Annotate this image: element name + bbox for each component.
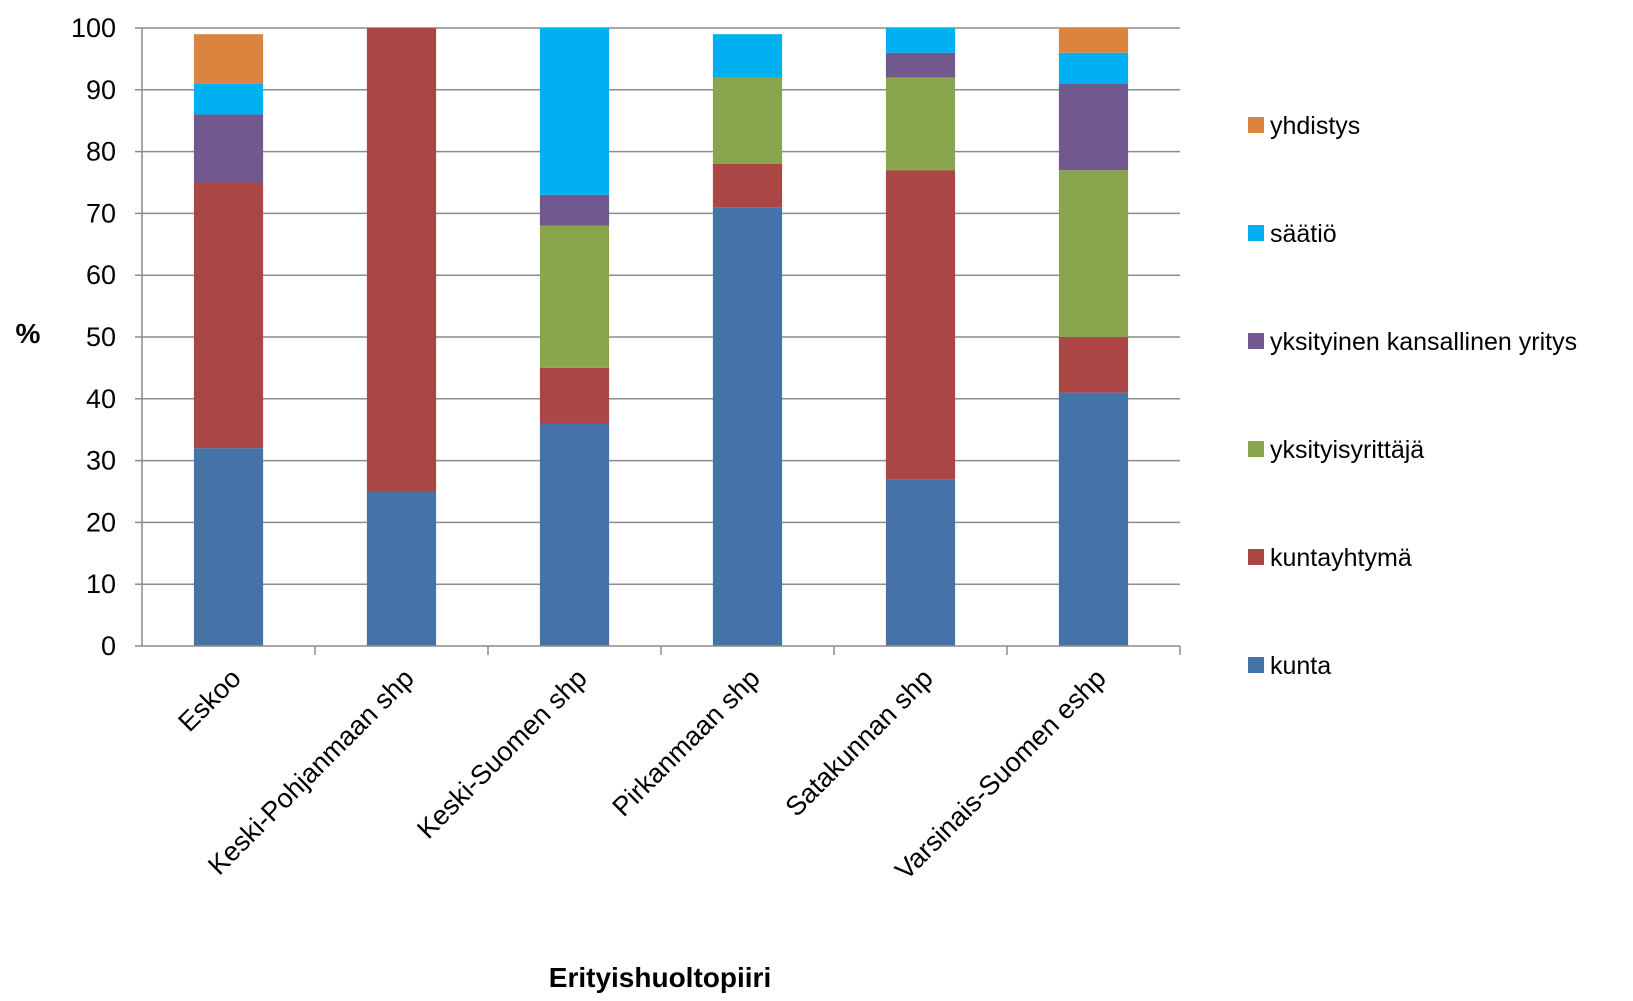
y-tick-label: 10 (86, 569, 116, 599)
bar-segment (1058, 392, 1129, 646)
bar-segment (1058, 28, 1129, 53)
bar-segment (539, 367, 610, 424)
y-tick-label: 20 (86, 507, 116, 537)
legend-swatch (1248, 441, 1264, 457)
legend: yhdistys säätiö yksityinen kansallinen yri… (1248, 112, 1577, 680)
y-axis-title: % (16, 318, 41, 349)
bar-segment (1058, 170, 1129, 337)
x-tick-label: Eskoo (172, 663, 246, 737)
bar-segment (193, 83, 264, 115)
y-tick-label: 40 (86, 384, 116, 414)
y-tick-label: 70 (86, 198, 116, 228)
bar-segment (712, 207, 783, 646)
legend-swatch (1248, 117, 1264, 133)
y-tick-label: 60 (86, 260, 116, 290)
y-tick-label: 30 (86, 446, 116, 476)
bar-segment (539, 28, 610, 195)
bar-segment (885, 170, 956, 480)
bar-segment (1058, 52, 1129, 84)
legend-swatch (1248, 333, 1264, 349)
bar-segment (885, 28, 956, 53)
bar-segment (366, 28, 437, 492)
bar-segment (539, 225, 610, 368)
bar-segment (885, 77, 956, 171)
legend-swatch (1248, 225, 1264, 241)
legend-label: säätiö (1270, 220, 1337, 248)
y-tick-label: 50 (86, 322, 116, 352)
bar-segment (885, 52, 956, 78)
x-tick-label: Pirkanmaan shp (607, 663, 766, 822)
bar-segment (193, 182, 264, 449)
bar-segment (366, 491, 437, 646)
y-tick-label: 0 (101, 631, 116, 661)
bar-segment (1058, 83, 1129, 171)
legend-label: kuntayhtymä (1270, 544, 1412, 572)
legend-label: yksityisyrittäjä (1270, 436, 1424, 464)
bar-segment (539, 194, 610, 226)
bar-segment (712, 34, 783, 78)
bar-segment (712, 163, 783, 208)
bars (193, 28, 1129, 646)
bar-segment (885, 479, 956, 646)
legend-label: yksityinen kansallinen yritys (1270, 328, 1577, 356)
bar-segment (539, 423, 610, 646)
y-tick-label: 100 (71, 13, 116, 43)
bar-segment (193, 34, 264, 84)
legend-label: kunta (1270, 652, 1331, 680)
y-tick-label: 90 (86, 75, 116, 105)
bar-segment (193, 114, 264, 183)
y-tick-label: 80 (86, 137, 116, 167)
legend-label: yhdistys (1270, 112, 1360, 140)
legend-swatch (1248, 657, 1264, 673)
legend-swatch (1248, 549, 1264, 565)
gridlines (142, 27, 1180, 585)
bar-segment (193, 448, 264, 646)
bar-segment (712, 77, 783, 164)
x-axis-title: Erityishuoltopiiri (549, 962, 771, 993)
x-tick-label: Keski-Suomen shp (411, 663, 592, 844)
bar-segment (1058, 337, 1129, 393)
x-tick-label: Satakunnan shp (780, 663, 939, 822)
